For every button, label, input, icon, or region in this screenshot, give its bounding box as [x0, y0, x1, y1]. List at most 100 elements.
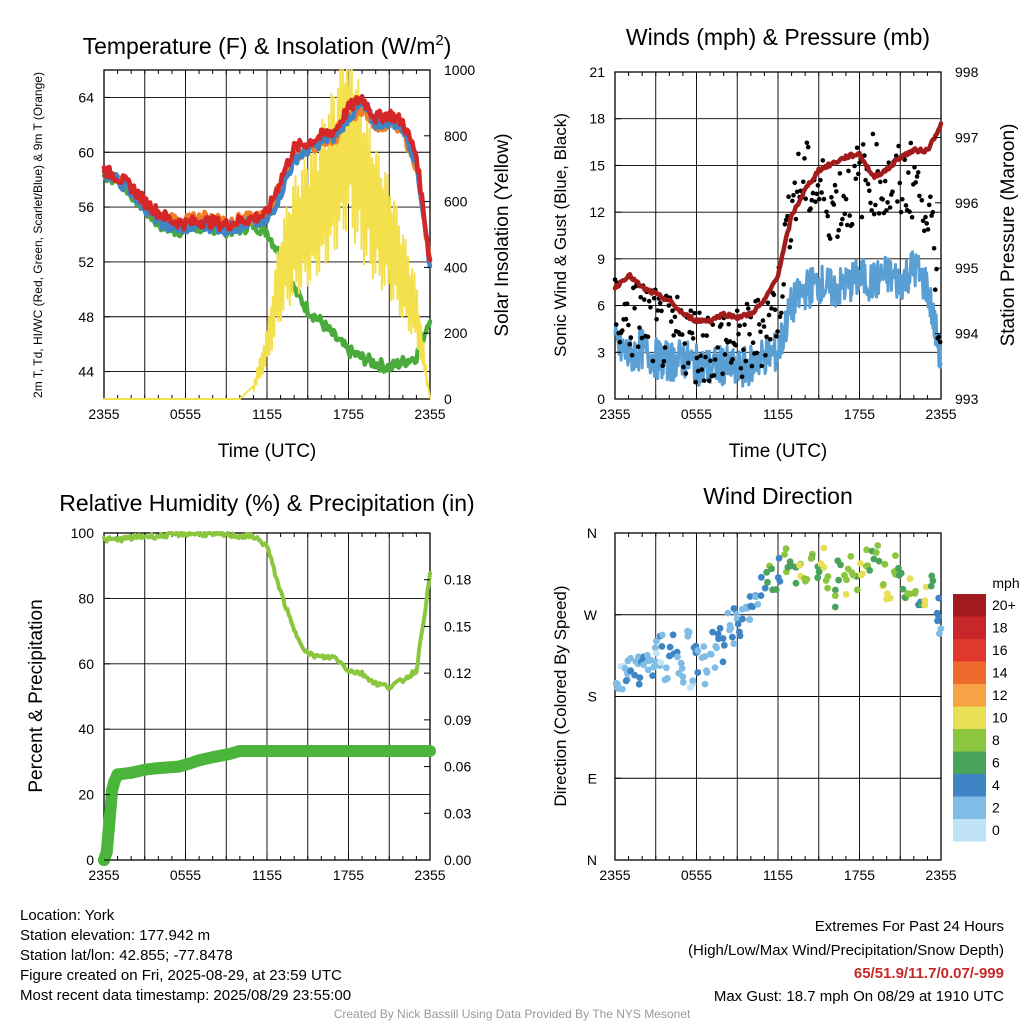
wind-gust-point: [808, 206, 813, 211]
direction-point: [883, 590, 891, 598]
wind-gust-point: [734, 308, 740, 314]
direction-point: [880, 581, 887, 588]
rh-y2-tick-label: 0.15: [444, 618, 471, 634]
precip-point: [104, 799, 117, 812]
colorbar-swatch: [953, 819, 986, 842]
direction-point: [768, 565, 775, 573]
wind-y2-tick-label: 996: [955, 195, 979, 211]
wind-gust-point: [741, 347, 746, 353]
wind-gust-point: [743, 358, 749, 364]
temp-y2-tick-label: 800: [444, 128, 468, 144]
colorbar-swatch: [953, 661, 986, 684]
dir-y-tick-label: E: [588, 770, 597, 786]
temp-y-tick-label: 52: [78, 254, 94, 270]
rh-y-tick-label: 80: [78, 590, 94, 606]
wind-gust-point: [931, 246, 937, 251]
temp-title: Temperature (F) & Insolation (W/m2): [83, 32, 452, 59]
direction-point: [841, 571, 848, 579]
colorbar-label: 0: [992, 822, 1000, 838]
wind-gust-point: [834, 189, 839, 194]
wind-gust-point: [895, 199, 900, 204]
wind-series-sonic-wind: [613, 250, 943, 388]
wind-gust-point: [809, 197, 815, 203]
wind-gust-point: [765, 300, 771, 306]
dir-points-group: [612, 542, 945, 693]
wind-gust-point: [849, 221, 855, 227]
wind-gust-point: [856, 171, 861, 177]
direction-point: [658, 643, 666, 650]
direction-point: [822, 577, 830, 584]
wind-y-tick-label: 3: [597, 344, 605, 360]
wind-gust-point: [682, 341, 687, 346]
temp-panel-border: [103, 69, 431, 400]
direction-point: [700, 643, 708, 650]
wind-y2-tick-label: 995: [955, 260, 979, 276]
wind-gust-point: [845, 222, 850, 228]
direction-point: [635, 680, 643, 688]
direction-point: [711, 664, 719, 671]
wind-gust-point: [863, 177, 868, 183]
direction-point: [694, 669, 702, 676]
rh-y2-tick-label: 0.12: [444, 665, 471, 681]
wind-gust-point: [722, 352, 728, 357]
colorbar-label: 10: [992, 710, 1008, 726]
wind-gust-point: [733, 343, 739, 348]
wind-gust-point: [700, 333, 706, 338]
direction-point: [677, 659, 685, 667]
rh-series-relative-humidity: [102, 531, 432, 691]
wind-gust-point: [646, 298, 652, 304]
direction-point: [732, 610, 740, 618]
direction-point: [847, 553, 855, 560]
wind-gust-point: [628, 335, 634, 340]
wind-gust-point: [781, 282, 786, 287]
wind-gust-point: [887, 205, 893, 210]
precip-point: [111, 768, 124, 781]
direction-point: [758, 573, 765, 581]
dir-y-label: Direction (Colored By Speed): [551, 585, 570, 806]
info-elevation: Station elevation: 177.942 m: [20, 927, 211, 944]
wind-gust-point: [629, 352, 635, 358]
wind-y-tick-label: 6: [597, 298, 605, 314]
wind-gust-point: [736, 331, 741, 337]
wind-gust-point: [747, 332, 752, 337]
wind-gust-point: [831, 202, 837, 207]
wind-gust-point: [755, 297, 761, 303]
wind-gust-point: [768, 337, 773, 342]
wind-gust-point: [837, 171, 843, 176]
wind-gust-point: [885, 200, 890, 205]
direction-point: [709, 628, 716, 636]
wind-gust-point: [655, 308, 661, 313]
wind-gust-point: [689, 330, 695, 336]
wind-gust-point: [683, 371, 689, 376]
direction-point: [746, 593, 754, 600]
wind-gust-point: [852, 163, 857, 169]
direction-point: [612, 679, 620, 687]
direction-point: [653, 637, 660, 645]
wind-gust-point: [775, 329, 780, 334]
direction-point: [895, 564, 902, 572]
wind-gust-point: [835, 234, 840, 239]
wind-gust-point: [859, 214, 865, 220]
wind-gust-point: [930, 209, 936, 215]
wind-gust-point: [675, 294, 680, 300]
wind-gust-point: [796, 151, 801, 157]
rh-x-tick-label: 1155: [252, 867, 282, 883]
direction-point: [844, 565, 852, 573]
wind-gust-point: [712, 357, 718, 362]
temp-y2-tick-label: 0: [444, 391, 452, 407]
wind-gust-point: [917, 193, 922, 199]
dir-title: Wind Direction: [703, 483, 853, 509]
direction-point: [814, 574, 822, 582]
colorbar-label: 12: [992, 687, 1008, 703]
wind-gust-point: [832, 182, 838, 188]
direction-point: [727, 624, 735, 632]
direction-point: [754, 601, 762, 608]
wind-x-tick-label: 2355: [925, 406, 956, 422]
temp-title-close: ): [444, 33, 452, 59]
wind-gust-point: [805, 144, 811, 150]
wind-gust-point: [914, 174, 920, 179]
temp-y-tick-label: 60: [78, 144, 94, 160]
wind-y2-label: Station Pressure (Maroon): [998, 124, 1019, 347]
wind-gust-point: [884, 208, 889, 213]
rh-y-tick-label: 40: [78, 721, 94, 737]
